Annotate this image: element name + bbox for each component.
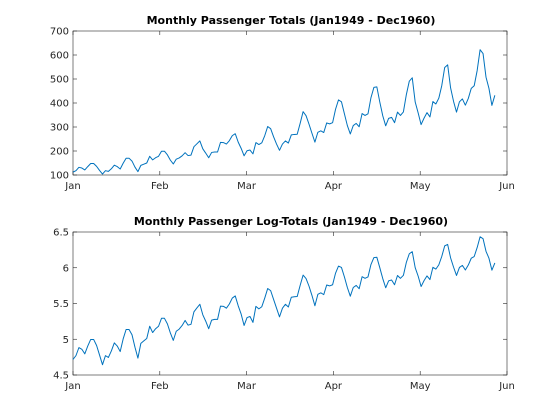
x-tick-label: Jun [498,381,515,392]
chart-top-x-tick-labels: Jan Feb Mar Apr May Jun [64,181,515,192]
y-tick-label: 6.5 [53,228,69,239]
x-tick-label: Jun [498,181,515,192]
x-tick-label: Mar [237,181,257,192]
x-tick-label: Mar [237,381,257,392]
chart-top-axes [72,30,508,176]
y-tick-label: 300 [50,123,69,134]
chart-top-series-line [72,49,496,175]
chart-top: Monthly Passenger Totals (Jan1949 - Dec1… [50,14,515,192]
y-tick-label: 4.5 [53,371,69,382]
x-tick-label: Apr [325,381,343,392]
y-tick-label: 700 [50,27,69,38]
chart-bottom-axes [72,231,508,376]
chart-bottom-title: Monthly Passenger Log-Totals (Jan1949 - … [134,215,448,228]
y-tick-label: 500 [50,75,69,86]
x-tick-label: Jan [64,181,80,192]
y-tick-label: 100 [50,171,69,182]
chart-top-ticks [72,30,508,176]
chart-bottom-y-tick-labels: 4.5 5 5.5 6 6.5 [53,228,69,382]
y-tick-label: 6 [63,263,69,274]
chart-top-title: Monthly Passenger Totals (Jan1949 - Dec1… [147,14,436,27]
x-tick-label: Jan [64,381,80,392]
x-tick-label: Apr [325,181,343,192]
y-tick-label: 5 [63,335,69,346]
chart-bottom-series-line [72,236,496,366]
chart-bottom-x-tick-labels: Jan Feb Mar Apr May Jun [64,381,515,392]
chart-bottom: Monthly Passenger Log-Totals (Jan1949 - … [53,215,515,392]
y-tick-label: 400 [50,99,69,110]
y-tick-label: 5.5 [53,299,69,310]
x-tick-label: May [410,181,431,192]
chart-top-y-tick-labels: 100 200 300 400 500 600 700 [50,27,69,182]
x-tick-label: Feb [151,181,169,192]
x-tick-label: May [410,381,431,392]
y-tick-label: 200 [50,147,69,158]
x-tick-label: Feb [151,381,169,392]
chart-bottom-ticks [72,231,508,376]
y-tick-label: 600 [50,51,69,62]
